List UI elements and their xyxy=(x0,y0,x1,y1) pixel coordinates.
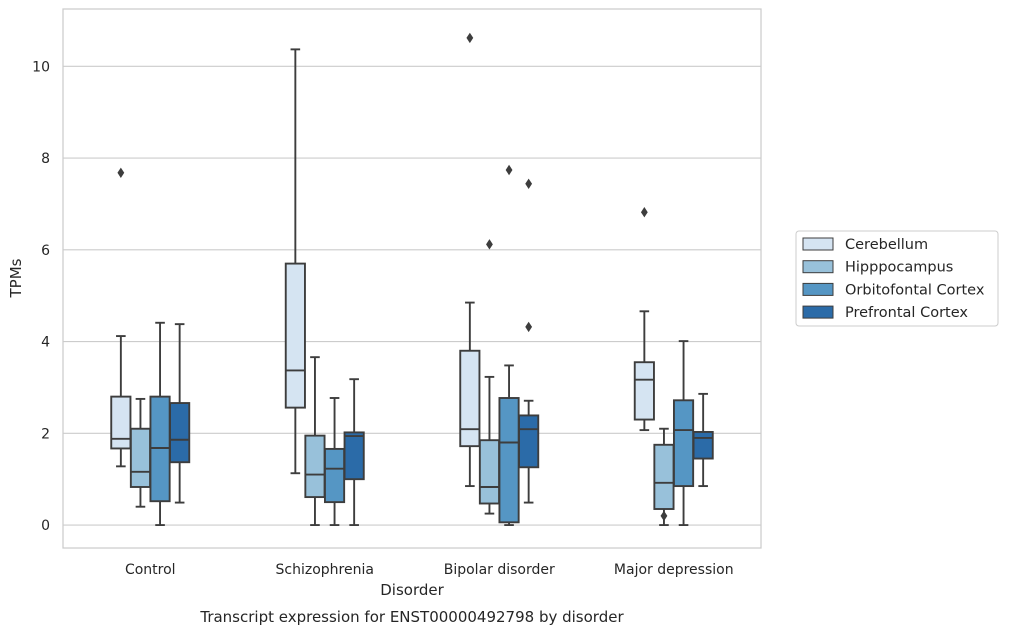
legend-swatch xyxy=(802,282,834,296)
box-plot xyxy=(149,321,171,527)
figure-caption: Transcript expression for ENST0000049279… xyxy=(199,608,624,626)
y-axis-title: TPMs xyxy=(7,258,25,298)
legend-label: Prefrontal Cortex xyxy=(845,305,968,321)
box-plot xyxy=(633,207,655,432)
box-plot xyxy=(284,48,306,475)
outlier-point xyxy=(525,321,533,333)
plot-frame xyxy=(62,8,762,549)
legend-label: Orbitofontal Cortex xyxy=(845,282,985,298)
x-tick-label: Schizophrenia xyxy=(276,562,374,578)
box-plot xyxy=(129,397,152,508)
outlier-point xyxy=(505,164,513,176)
y-tick-label: 6 xyxy=(41,243,50,259)
box-iqr xyxy=(343,431,365,481)
legend: Cerebellum Hipppocampus Orbitofontal Corte… xyxy=(795,230,999,327)
box-iqr xyxy=(498,397,520,524)
outlier-point xyxy=(640,207,648,218)
box-plot xyxy=(518,178,540,504)
box-iqr xyxy=(284,262,306,409)
outlier-point xyxy=(486,239,493,250)
legend-swatch xyxy=(802,237,834,251)
box-iqr xyxy=(478,439,501,505)
box-plot xyxy=(169,323,191,504)
x-tick-label: Major depression xyxy=(614,562,734,578)
box-iqr xyxy=(459,349,481,448)
box-plot xyxy=(653,427,675,527)
outlier-point xyxy=(525,178,533,189)
box-plot xyxy=(343,378,365,527)
box-plot xyxy=(323,397,346,527)
x-tick-label: Control xyxy=(125,562,176,578)
outlier-point xyxy=(117,167,125,178)
box-iqr xyxy=(110,395,132,450)
box-iqr xyxy=(323,447,346,504)
x-tick-labels: Control Schizophrenia Bipolar disorder Majo… xyxy=(125,562,734,578)
box-plot xyxy=(110,167,132,468)
box-iqr xyxy=(692,430,714,460)
box-plot xyxy=(459,32,481,488)
box-iqr xyxy=(672,399,695,488)
y-tick-label: 0 xyxy=(41,518,50,534)
box-iqr xyxy=(633,361,655,421)
legend-swatch xyxy=(802,260,834,274)
box-plot xyxy=(304,356,326,527)
y-tick-labels: 0 2 4 6 8 10 xyxy=(32,59,50,534)
x-axis-title: Disorder xyxy=(380,581,444,599)
box-iqr xyxy=(129,427,152,488)
y-tick-label: 4 xyxy=(41,335,50,351)
legend-frame xyxy=(795,230,999,327)
outlier-point xyxy=(660,510,668,522)
box-iqr xyxy=(653,443,675,510)
y-tick-label: 2 xyxy=(41,426,50,442)
y-tick-label: 10 xyxy=(32,59,50,75)
legend-label: Hipppocampus xyxy=(845,260,953,276)
box-groups xyxy=(110,32,714,527)
legend-swatch xyxy=(802,305,834,319)
y-tick-label: 8 xyxy=(41,151,50,167)
box-iqr xyxy=(518,414,540,469)
x-tick-label: Bipolar disorder xyxy=(444,562,555,578)
box-plot xyxy=(498,164,520,527)
legend-label: Cerebellum xyxy=(845,237,928,253)
box-iqr xyxy=(304,434,326,499)
box-plot xyxy=(692,392,714,488)
box-iqr xyxy=(169,402,191,464)
outlier-point xyxy=(466,32,474,44)
